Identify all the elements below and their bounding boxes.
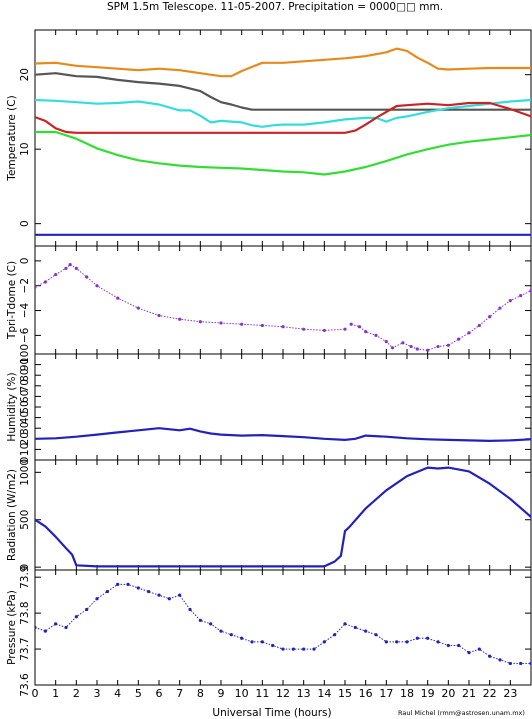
x-tick-label: 11 [255, 687, 269, 700]
x-tick-label: 17 [379, 687, 393, 700]
humidity-frame [34, 353, 532, 461]
y-tick-label: −2 [19, 278, 31, 293]
y-tick-label: 73.9 [19, 565, 31, 588]
tpri-tdome-c-frame [34, 245, 532, 355]
temperature-c-series-line-cyan [35, 98, 531, 128]
pressure-kpa-series-line [35, 583, 531, 664]
x-tick-label: 2 [73, 687, 80, 700]
y-tick-label: 40 [19, 411, 31, 424]
y-tick-label: −6 [19, 327, 31, 343]
pressure-kpa-point [529, 661, 531, 666]
y-tick-label: 73.6 [19, 673, 31, 697]
tpri-tdome-c-point [343, 327, 347, 331]
y-tick-label: 1000 [19, 459, 31, 486]
temperature-c-panel: 0 10 20 Temperature (C) [6, 29, 532, 247]
y-tick-label: 500 [19, 510, 31, 530]
chart-title: SPM 1.5m Telescope. 11-05-2007. Precipit… [107, 1, 443, 13]
x-tick-label: 15 [338, 687, 352, 700]
y-tick-label: 30 [19, 422, 31, 435]
tpri-tdome-c-series-line [35, 263, 346, 331]
y-tick-label: 10 [19, 443, 31, 456]
y-tick-label: 10 [19, 142, 31, 155]
x-tick-label: 19 [421, 687, 435, 700]
x-tick-label: 5 [135, 687, 142, 700]
x-tick-label: 6 [156, 687, 163, 700]
radiation-w-m2-series-line-blue [35, 466, 531, 568]
tpri-tdome-c-point [529, 289, 531, 293]
y-tick-label: −4 [19, 302, 31, 318]
tpri-tdome-c-point [302, 327, 306, 331]
y-tick-label: 20 [19, 68, 31, 81]
x-tick-label: 8 [197, 687, 204, 700]
pressure-kpa-point [508, 661, 512, 666]
x-tick-label: 0 [32, 687, 39, 700]
temperature-c-axis-label: Temperature (C) [6, 95, 18, 181]
x-tick-label: 22 [483, 687, 497, 700]
x-tick-label: 14 [317, 687, 331, 700]
y-tick-label: 73.7 [19, 637, 31, 660]
x-tick-label: 21 [462, 687, 476, 700]
pressure-kpa-axis-label: Pressure (kPa) [6, 590, 18, 665]
x-tick-label: 4 [114, 687, 121, 700]
humidity-series-line-blue [35, 427, 531, 442]
humidity-axis-label: Humidity (%) [6, 372, 18, 441]
pressure-kpa-point [405, 640, 409, 644]
radiation-w-m2-axis-label: Radiation (W/m2) [6, 469, 18, 561]
pressure-kpa-point [291, 647, 295, 651]
tpri-tdome-c-point [322, 328, 326, 333]
pressure-kpa-point [384, 640, 388, 644]
y-tick-label: 60 [19, 390, 31, 403]
x-tick-label: 16 [359, 687, 373, 700]
y-tick-label: 0 [19, 564, 31, 571]
y-tick-label: 0 [19, 258, 31, 265]
x-tick-label: 12 [276, 687, 290, 700]
y-tick-label: 80 [19, 369, 31, 382]
tpri-tdome-c-axis-label: Tpri-Tdome (C) [6, 261, 18, 340]
x-tick-label: 13 [297, 687, 311, 700]
x-tick-label: 10 [235, 687, 249, 700]
tpri-tdome-c-point [281, 325, 285, 329]
temperature-c-series-line-orange [35, 47, 531, 78]
x-tick-label: 7 [176, 687, 183, 700]
y-tick-label: 73.8 [19, 601, 31, 624]
x-axis-label: Universal Time (hours) [212, 707, 331, 719]
pressure-kpa-frame [34, 569, 532, 686]
y-tick-label: 0 [19, 220, 31, 227]
pressure-kpa-point [302, 647, 306, 651]
temperature-c-series-line-red [35, 101, 531, 134]
y-tick-label: 100 [19, 344, 31, 364]
tpri-tdome-c-point [426, 348, 430, 352]
x-tick-label: 9 [218, 687, 225, 700]
pressure-kpa-point [436, 640, 440, 644]
y-tick-label: 90 [19, 358, 31, 371]
y-tick-label: 20 [19, 432, 31, 445]
x-tick-label: 23 [503, 687, 517, 700]
tpri-tdome-c-series-line [351, 290, 531, 351]
author-credit: Raul Michel (rmm@astrosen.unam.mx) [398, 709, 525, 717]
y-tick-label: 70 [19, 379, 31, 392]
y-tick-label: 0 [19, 457, 31, 464]
temperature-c-series-line-green [35, 130, 531, 176]
radiation-w-m2-frame [34, 459, 532, 571]
x-tick-label: 1 [52, 687, 59, 700]
x-tick-label: 18 [400, 687, 414, 700]
x-tick-label: 20 [441, 687, 455, 700]
x-axis: 0 1 2 3 4 5 6 7 8 9 10 11 12 13 14 15 16 17 18 19 20 21 22 23 [32, 687, 518, 700]
y-tick-label: 50 [19, 400, 31, 413]
x-tick-label: 3 [94, 687, 101, 700]
